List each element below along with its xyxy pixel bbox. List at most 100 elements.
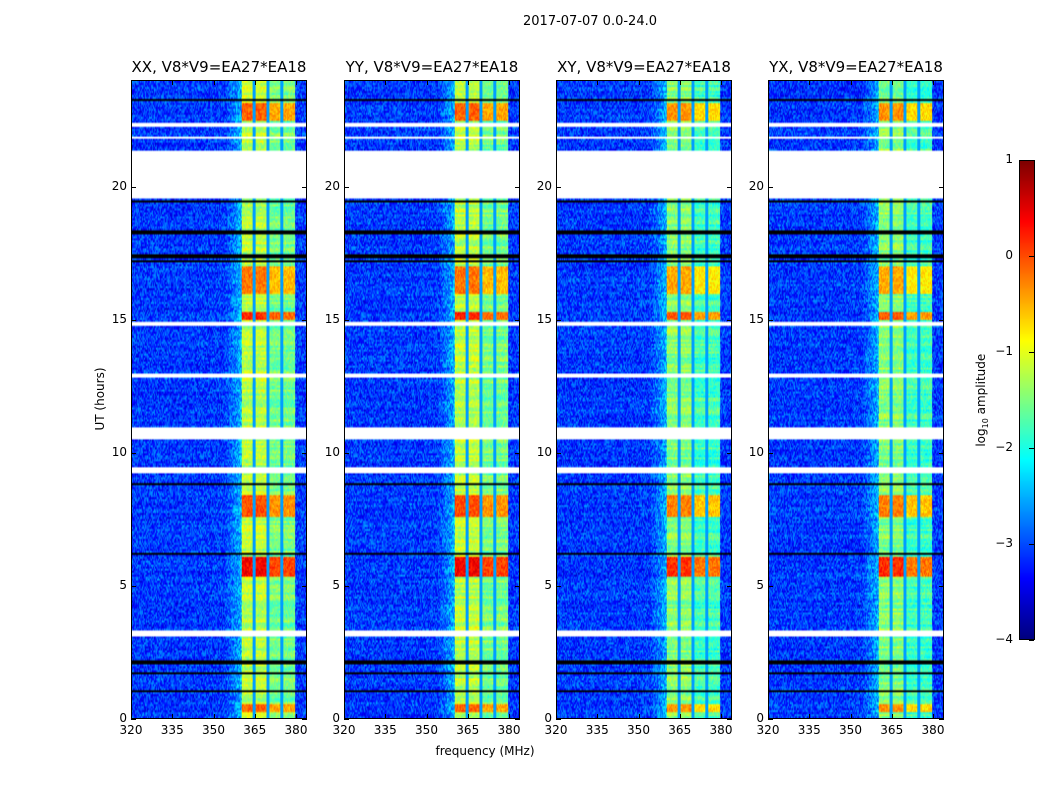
- y-tick-mark: [131, 186, 136, 188]
- y-tick-label: 5: [756, 577, 764, 592]
- x-tick-mark: [254, 80, 256, 85]
- x-tick-mark: [638, 714, 640, 719]
- y-tick-mark: [768, 319, 773, 321]
- x-tick-mark: [891, 714, 893, 719]
- colorbar-tick-label: −2: [995, 440, 1013, 454]
- y-tick-label: 20: [536, 178, 552, 193]
- y-tick-mark: [344, 452, 349, 454]
- y-tick-label: 5: [544, 577, 552, 592]
- y-tick-mark: [302, 719, 307, 720]
- y-tick-label: 20: [324, 178, 340, 193]
- colorbar-tick-mark: [1029, 352, 1034, 353]
- x-tick-label: 365: [668, 723, 692, 737]
- y-tick-mark: [556, 719, 561, 720]
- panel-axes-xy: [556, 80, 732, 719]
- y-tick-mark: [302, 585, 307, 587]
- x-tick-label: 380: [284, 723, 308, 737]
- panel-title: YX, V8*V9=EA27*EA18: [769, 58, 943, 76]
- x-tick-mark: [344, 714, 345, 719]
- x-tick-mark: [933, 714, 934, 719]
- x-tick-mark: [296, 80, 297, 85]
- x-tick-label: 335: [373, 723, 397, 737]
- figure-title: 2017-07-07 0.0-24.0: [523, 14, 657, 29]
- y-tick-mark: [344, 585, 349, 587]
- y-tick-label: 15: [111, 311, 127, 326]
- x-tick-mark: [426, 80, 428, 85]
- x-tick-label: 320: [756, 723, 780, 737]
- x-tick-mark: [597, 714, 599, 719]
- x-tick-label: 380: [921, 723, 945, 737]
- y-tick-label: 0: [332, 711, 340, 725]
- heatmap-yy: [345, 81, 519, 718]
- x-tick-mark: [597, 80, 599, 85]
- y-tick-mark: [131, 719, 136, 720]
- y-tick-mark: [556, 186, 561, 188]
- x-tick-label: 380: [497, 723, 521, 737]
- y-tick-mark: [939, 719, 944, 720]
- x-tick-mark: [768, 80, 769, 85]
- x-tick-label: 350: [415, 723, 438, 737]
- x-tick-mark: [213, 714, 215, 719]
- x-tick-mark: [296, 714, 297, 719]
- y-tick-mark: [768, 585, 773, 587]
- y-tick-mark: [302, 186, 307, 188]
- x-tick-mark: [344, 80, 345, 85]
- x-tick-label: 335: [797, 723, 821, 737]
- y-tick-mark: [131, 319, 136, 321]
- y-tick-mark: [302, 319, 307, 321]
- y-tick-mark: [515, 452, 520, 454]
- colorbar-tick-label: −3: [995, 536, 1013, 550]
- y-tick-mark: [727, 452, 732, 454]
- panel-title: XX, V8*V9=EA27*EA18: [131, 58, 307, 76]
- x-tick-mark: [385, 80, 387, 85]
- heatmap-xx: [132, 81, 306, 718]
- x-axis-label: frequency (MHz): [435, 744, 535, 758]
- y-tick-label: 10: [111, 444, 127, 459]
- colorbar-tick-mark: [1029, 640, 1034, 641]
- panel-axes-xx: [131, 80, 307, 719]
- x-tick-mark: [721, 80, 722, 85]
- x-tick-label: 380: [709, 723, 733, 737]
- colorbar-tick-mark: [1029, 544, 1034, 545]
- colorbar-tick-mark: [1029, 160, 1034, 161]
- y-tick-label: 10: [536, 444, 552, 459]
- y-tick-label: 15: [324, 311, 340, 326]
- y-tick-label: 20: [111, 178, 127, 193]
- x-tick-mark: [850, 80, 852, 85]
- y-tick-label: 0: [119, 711, 127, 725]
- x-tick-mark: [638, 80, 640, 85]
- x-tick-mark: [809, 714, 811, 719]
- x-tick-label: 350: [839, 723, 862, 737]
- y-tick-mark: [727, 585, 732, 587]
- y-tick-label: 5: [119, 577, 127, 592]
- x-tick-label: 335: [585, 723, 609, 737]
- x-tick-mark: [721, 714, 722, 719]
- colorbar-label: log10 amplitude: [973, 353, 991, 447]
- y-tick-mark: [344, 319, 349, 321]
- y-tick-mark: [556, 319, 561, 321]
- x-tick-mark: [385, 714, 387, 719]
- x-tick-mark: [768, 714, 769, 719]
- y-tick-label: 15: [748, 311, 764, 326]
- y-tick-mark: [302, 452, 307, 454]
- heatmap-xy: [557, 81, 731, 718]
- y-tick-mark: [727, 719, 732, 720]
- x-tick-mark: [556, 714, 557, 719]
- x-tick-label: 365: [456, 723, 480, 737]
- x-tick-label: 365: [880, 723, 904, 737]
- x-tick-mark: [426, 714, 428, 719]
- x-tick-mark: [254, 714, 256, 719]
- x-tick-mark: [933, 80, 934, 85]
- colorbar: [1019, 160, 1035, 640]
- y-tick-mark: [515, 186, 520, 188]
- x-tick-mark: [850, 714, 852, 719]
- panel-axes-yx: [768, 80, 944, 719]
- y-tick-label: 10: [748, 444, 764, 459]
- y-tick-mark: [515, 319, 520, 321]
- x-tick-mark: [213, 80, 215, 85]
- y-tick-mark: [515, 719, 520, 720]
- x-tick-label: 365: [243, 723, 267, 737]
- y-tick-mark: [131, 452, 136, 454]
- y-tick-mark: [768, 452, 773, 454]
